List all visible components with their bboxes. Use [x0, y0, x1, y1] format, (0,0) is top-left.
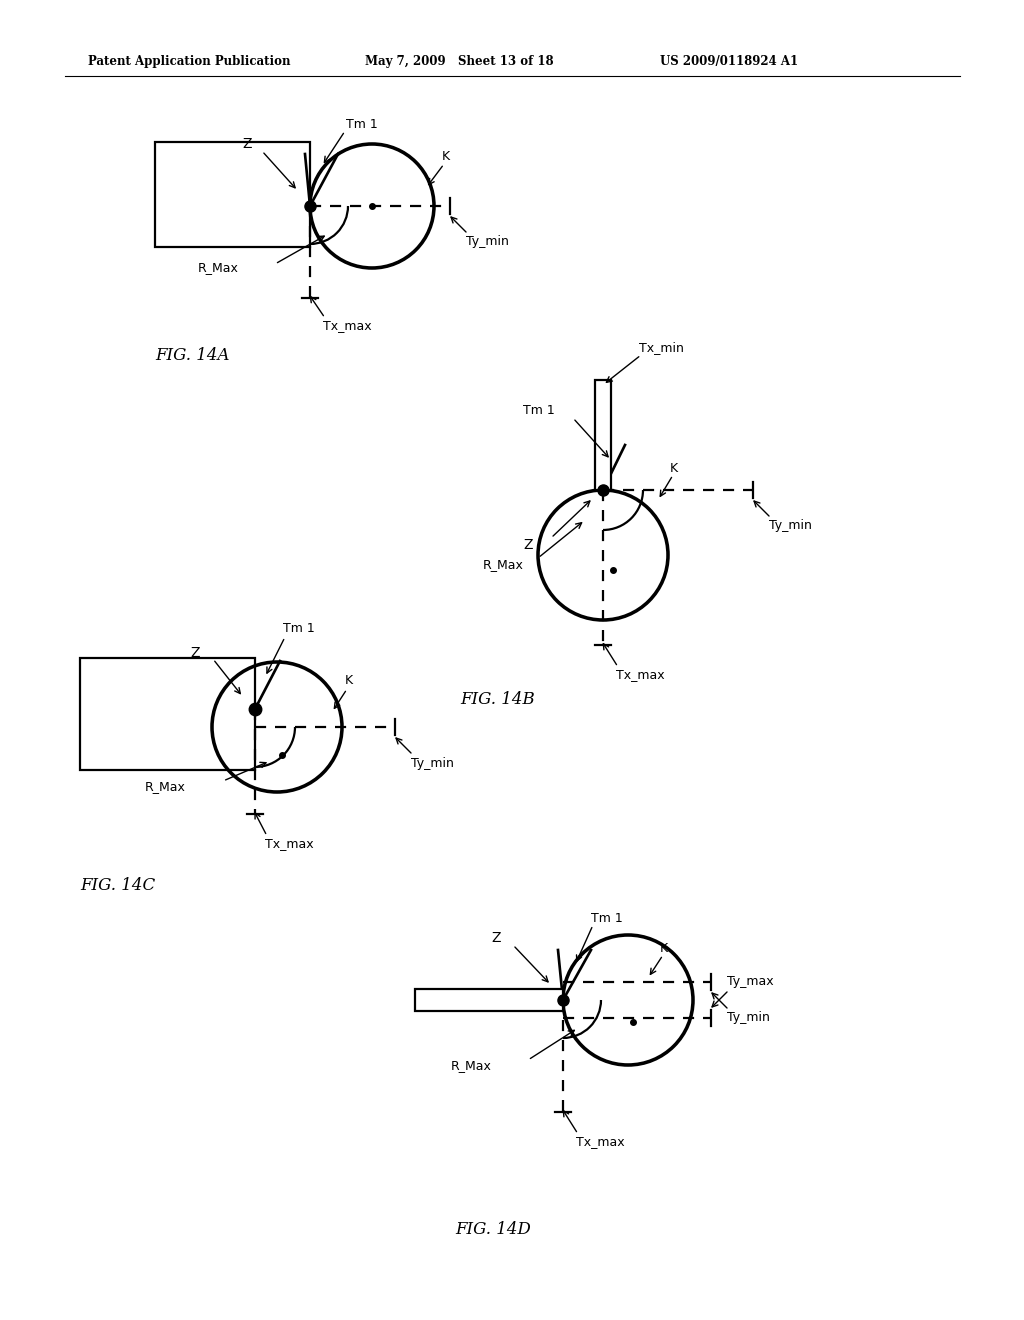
Text: R_Max: R_Max: [483, 558, 524, 572]
Text: K: K: [345, 675, 353, 688]
Text: K: K: [660, 941, 668, 954]
Text: Ty_min: Ty_min: [466, 235, 509, 248]
Text: R_Max: R_Max: [145, 780, 186, 793]
Text: Tm 1: Tm 1: [346, 117, 378, 131]
Text: Z: Z: [190, 645, 200, 660]
Text: US 2009/0118924 A1: US 2009/0118924 A1: [660, 55, 798, 69]
Text: Ty_min: Ty_min: [769, 520, 812, 532]
Text: Tx_max: Tx_max: [616, 668, 665, 681]
Text: FIG. 14A: FIG. 14A: [155, 346, 229, 363]
Text: Z: Z: [490, 931, 501, 945]
Text: Tm 1: Tm 1: [591, 912, 623, 924]
Text: Ty_min: Ty_min: [727, 1011, 770, 1024]
Bar: [155, 143, 310, 247]
Text: May 7, 2009   Sheet 13 of 18: May 7, 2009 Sheet 13 of 18: [365, 55, 554, 69]
Text: Patent Application Publication: Patent Application Publication: [88, 55, 291, 69]
Bar: [595, 380, 611, 490]
Text: K: K: [670, 462, 678, 474]
Text: Z: Z: [523, 539, 532, 552]
Text: Tx_max: Tx_max: [575, 1135, 625, 1148]
Bar: [415, 989, 563, 1011]
Text: FIG. 14D: FIG. 14D: [455, 1221, 530, 1238]
Text: Tm 1: Tm 1: [523, 404, 555, 417]
Text: Tx_max: Tx_max: [323, 319, 372, 333]
Text: Ty_min: Ty_min: [411, 756, 454, 770]
Bar: [80, 657, 255, 770]
Text: Tx_max: Tx_max: [265, 837, 313, 850]
Text: Z: Z: [242, 137, 252, 150]
Text: K: K: [442, 149, 451, 162]
Text: Tx_min: Tx_min: [639, 342, 684, 355]
Text: R_Max: R_Max: [198, 261, 239, 275]
Text: Tm 1: Tm 1: [283, 623, 314, 635]
Text: Ty_max: Ty_max: [727, 975, 773, 989]
Text: R_Max: R_Max: [451, 1060, 492, 1072]
Text: FIG. 14B: FIG. 14B: [460, 692, 535, 709]
Text: FIG. 14C: FIG. 14C: [80, 876, 156, 894]
